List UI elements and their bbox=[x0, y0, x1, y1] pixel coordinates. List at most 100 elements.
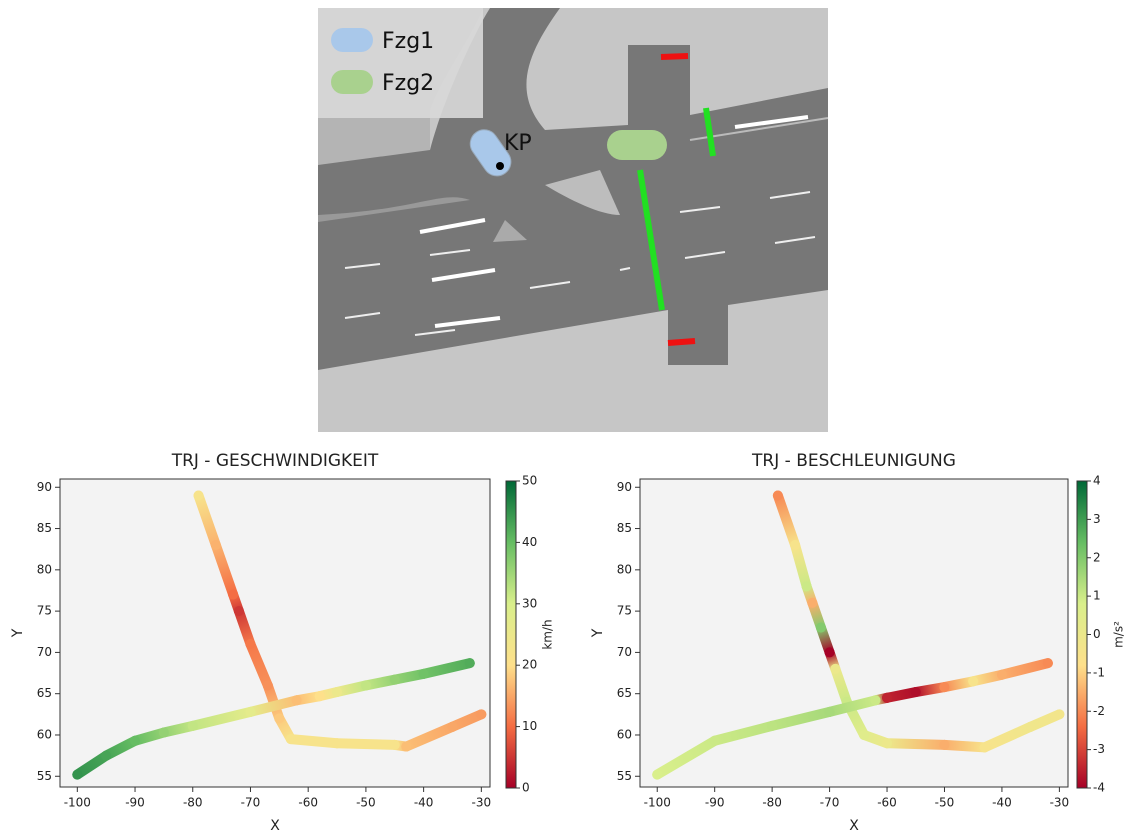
y-axis-label: Y bbox=[590, 628, 606, 638]
colorbar-tick-label: 0 bbox=[1093, 627, 1101, 641]
trajectory-segment bbox=[337, 743, 395, 745]
trajectory-segment bbox=[291, 739, 337, 743]
trajectory-point bbox=[332, 738, 342, 748]
chart-title: TRJ - GESCHWINDIGKEIT bbox=[171, 451, 379, 471]
trajectory-point bbox=[773, 491, 783, 501]
y-tick-label: 60 bbox=[37, 727, 52, 741]
trajectory-point bbox=[652, 770, 662, 780]
trajectory-point bbox=[286, 734, 296, 744]
colorbar-tick-label: 10 bbox=[522, 719, 537, 733]
figure: KP Fzg1 Fzg2 TRJ - GESCHWINDIGKEITXY-100… bbox=[0, 0, 1136, 838]
x-tick-label: -100 bbox=[64, 796, 91, 810]
trajectory-point bbox=[315, 691, 325, 701]
colorbar-tick-label: -4 bbox=[1093, 781, 1105, 795]
trajectory-point bbox=[980, 742, 990, 752]
trajectory-point bbox=[130, 736, 140, 746]
trajectory-point bbox=[447, 722, 457, 732]
trajectory-point bbox=[939, 740, 949, 750]
y-tick-label: 75 bbox=[37, 604, 52, 618]
trajectory-point bbox=[830, 664, 840, 674]
trajectory-point bbox=[802, 581, 812, 591]
simulation-scene: KP Fzg1 Fzg2 bbox=[318, 8, 828, 432]
colorbar-tick-label: 30 bbox=[522, 596, 537, 610]
trajectory-point bbox=[790, 540, 800, 550]
chart-title: TRJ - BESCHLEUNIGUNG bbox=[751, 451, 956, 471]
trajectory-point bbox=[361, 680, 371, 690]
trajectory-point bbox=[882, 738, 892, 748]
x-tick-label: -90 bbox=[705, 796, 725, 810]
colorbar-tick-label: 40 bbox=[522, 535, 537, 549]
colorbar bbox=[1077, 481, 1087, 788]
trajectory-segment bbox=[944, 745, 984, 747]
colorbar bbox=[506, 481, 516, 788]
x-tick-label: -80 bbox=[762, 796, 782, 810]
trajectory-point bbox=[859, 730, 869, 740]
signal-red bbox=[661, 56, 688, 57]
y-axis-label: Y bbox=[10, 628, 26, 638]
x-tick-label: -30 bbox=[1050, 796, 1070, 810]
colorbar-label: m/s² bbox=[1112, 621, 1126, 648]
colorbar-tick-label: 2 bbox=[1093, 550, 1101, 564]
trajectory-point bbox=[245, 707, 255, 717]
trajectory-point bbox=[292, 695, 302, 705]
y-tick-label: 80 bbox=[617, 562, 632, 576]
point-label: KP bbox=[504, 131, 532, 156]
trajectory-point bbox=[1054, 709, 1064, 719]
y-tick-label: 85 bbox=[617, 521, 632, 535]
trajectory-point bbox=[211, 540, 221, 550]
vehicle-2 bbox=[607, 130, 667, 160]
y-tick-label: 90 bbox=[617, 480, 632, 494]
trajectory-point bbox=[816, 623, 826, 633]
colorbar-tick-label: -2 bbox=[1093, 704, 1105, 718]
trajectory-point bbox=[1043, 658, 1053, 668]
colorbar-tick-label: 3 bbox=[1093, 512, 1101, 526]
x-tick-label: -70 bbox=[241, 796, 261, 810]
y-tick-label: 75 bbox=[617, 604, 632, 618]
y-tick-label: 65 bbox=[37, 686, 52, 700]
trajectory-point bbox=[882, 693, 892, 703]
y-tick-label: 85 bbox=[37, 521, 52, 535]
trajectory-point bbox=[825, 647, 835, 657]
colorbar-tick-label: 0 bbox=[522, 781, 530, 795]
trajectory-point bbox=[263, 680, 273, 690]
trajectory-point bbox=[997, 670, 1007, 680]
trajectory-point bbox=[419, 669, 429, 679]
trajectory-point bbox=[476, 709, 486, 719]
x-tick-label: -40 bbox=[992, 796, 1012, 810]
trajectory-point bbox=[1026, 722, 1036, 732]
trajectory-point bbox=[234, 606, 244, 616]
trajectory-point bbox=[228, 590, 238, 600]
x-tick-label: -80 bbox=[183, 796, 203, 810]
trajectory-point bbox=[188, 721, 198, 731]
y-tick-label: 70 bbox=[617, 645, 632, 659]
colorbar-tick-label: 20 bbox=[522, 658, 537, 672]
colorbar-tick-label: -3 bbox=[1093, 742, 1105, 756]
trajectory-point bbox=[332, 687, 342, 697]
x-axis-label: X bbox=[270, 818, 280, 834]
trajectory-point bbox=[390, 675, 400, 685]
page: {"scene": {"legend": ["Fzg1", "Fzg2"], "… bbox=[0, 0, 1136, 838]
legend-swatch bbox=[331, 28, 373, 52]
trajectory-point bbox=[401, 742, 411, 752]
signal-red bbox=[668, 341, 695, 343]
trajectory-point bbox=[968, 676, 978, 686]
x-axis-label: X bbox=[849, 818, 859, 834]
x-tick-label: -100 bbox=[644, 796, 671, 810]
x-tick-label: -90 bbox=[125, 796, 145, 810]
y-tick-label: 55 bbox=[37, 769, 52, 783]
trajectory-point bbox=[72, 770, 82, 780]
trajectory-segment bbox=[887, 743, 944, 745]
trajectory-point bbox=[939, 682, 949, 692]
trajectory-point bbox=[245, 639, 255, 649]
colorbar-tick-label: -1 bbox=[1093, 665, 1105, 679]
y-tick-label: 90 bbox=[37, 480, 52, 494]
x-tick-label: -60 bbox=[877, 796, 897, 810]
y-tick-label: 65 bbox=[617, 686, 632, 700]
y-tick-label: 80 bbox=[37, 562, 52, 576]
x-tick-label: -30 bbox=[472, 796, 492, 810]
trajectory-point bbox=[159, 728, 169, 738]
x-tick-label: -40 bbox=[414, 796, 434, 810]
trajectory-point bbox=[807, 598, 817, 608]
trajectory-point bbox=[274, 713, 284, 723]
x-tick-label: -60 bbox=[298, 796, 318, 810]
